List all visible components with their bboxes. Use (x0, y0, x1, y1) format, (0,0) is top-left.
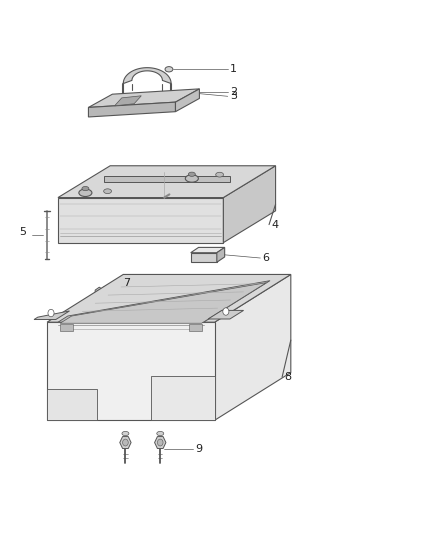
Polygon shape (176, 89, 199, 112)
Text: 6: 6 (262, 253, 269, 263)
Polygon shape (108, 295, 117, 306)
Polygon shape (191, 247, 225, 253)
Polygon shape (215, 274, 291, 420)
Polygon shape (95, 287, 103, 299)
Polygon shape (47, 389, 97, 420)
Circle shape (48, 309, 54, 317)
Text: 8: 8 (284, 372, 291, 382)
Polygon shape (223, 166, 276, 243)
Circle shape (123, 439, 128, 446)
Polygon shape (115, 96, 141, 106)
Polygon shape (217, 247, 225, 262)
Polygon shape (151, 376, 215, 420)
Ellipse shape (215, 172, 223, 177)
Ellipse shape (122, 431, 129, 435)
Polygon shape (58, 198, 223, 243)
Circle shape (223, 308, 229, 315)
Polygon shape (34, 311, 70, 319)
Polygon shape (58, 166, 276, 198)
Ellipse shape (188, 172, 195, 176)
Polygon shape (155, 437, 166, 448)
Text: 1: 1 (230, 64, 237, 74)
Polygon shape (88, 102, 176, 117)
Ellipse shape (104, 189, 112, 193)
Bar (188, 324, 201, 330)
Polygon shape (120, 437, 131, 448)
Text: 7: 7 (123, 278, 131, 288)
Ellipse shape (165, 67, 173, 72)
Polygon shape (104, 176, 230, 182)
Polygon shape (60, 282, 266, 323)
Polygon shape (47, 322, 215, 420)
Text: 9: 9 (195, 445, 202, 455)
Polygon shape (208, 310, 244, 319)
Polygon shape (47, 274, 291, 322)
Polygon shape (191, 253, 217, 262)
Bar (60, 324, 73, 330)
Text: 2: 2 (230, 86, 237, 96)
Text: 4: 4 (271, 220, 279, 230)
Text: 3: 3 (230, 91, 237, 101)
Ellipse shape (185, 175, 198, 182)
Polygon shape (88, 89, 199, 108)
Ellipse shape (82, 187, 89, 191)
Text: 5: 5 (19, 227, 26, 237)
Polygon shape (58, 281, 270, 322)
Ellipse shape (157, 431, 164, 435)
Polygon shape (123, 68, 171, 84)
Ellipse shape (79, 189, 92, 197)
Circle shape (157, 439, 163, 446)
